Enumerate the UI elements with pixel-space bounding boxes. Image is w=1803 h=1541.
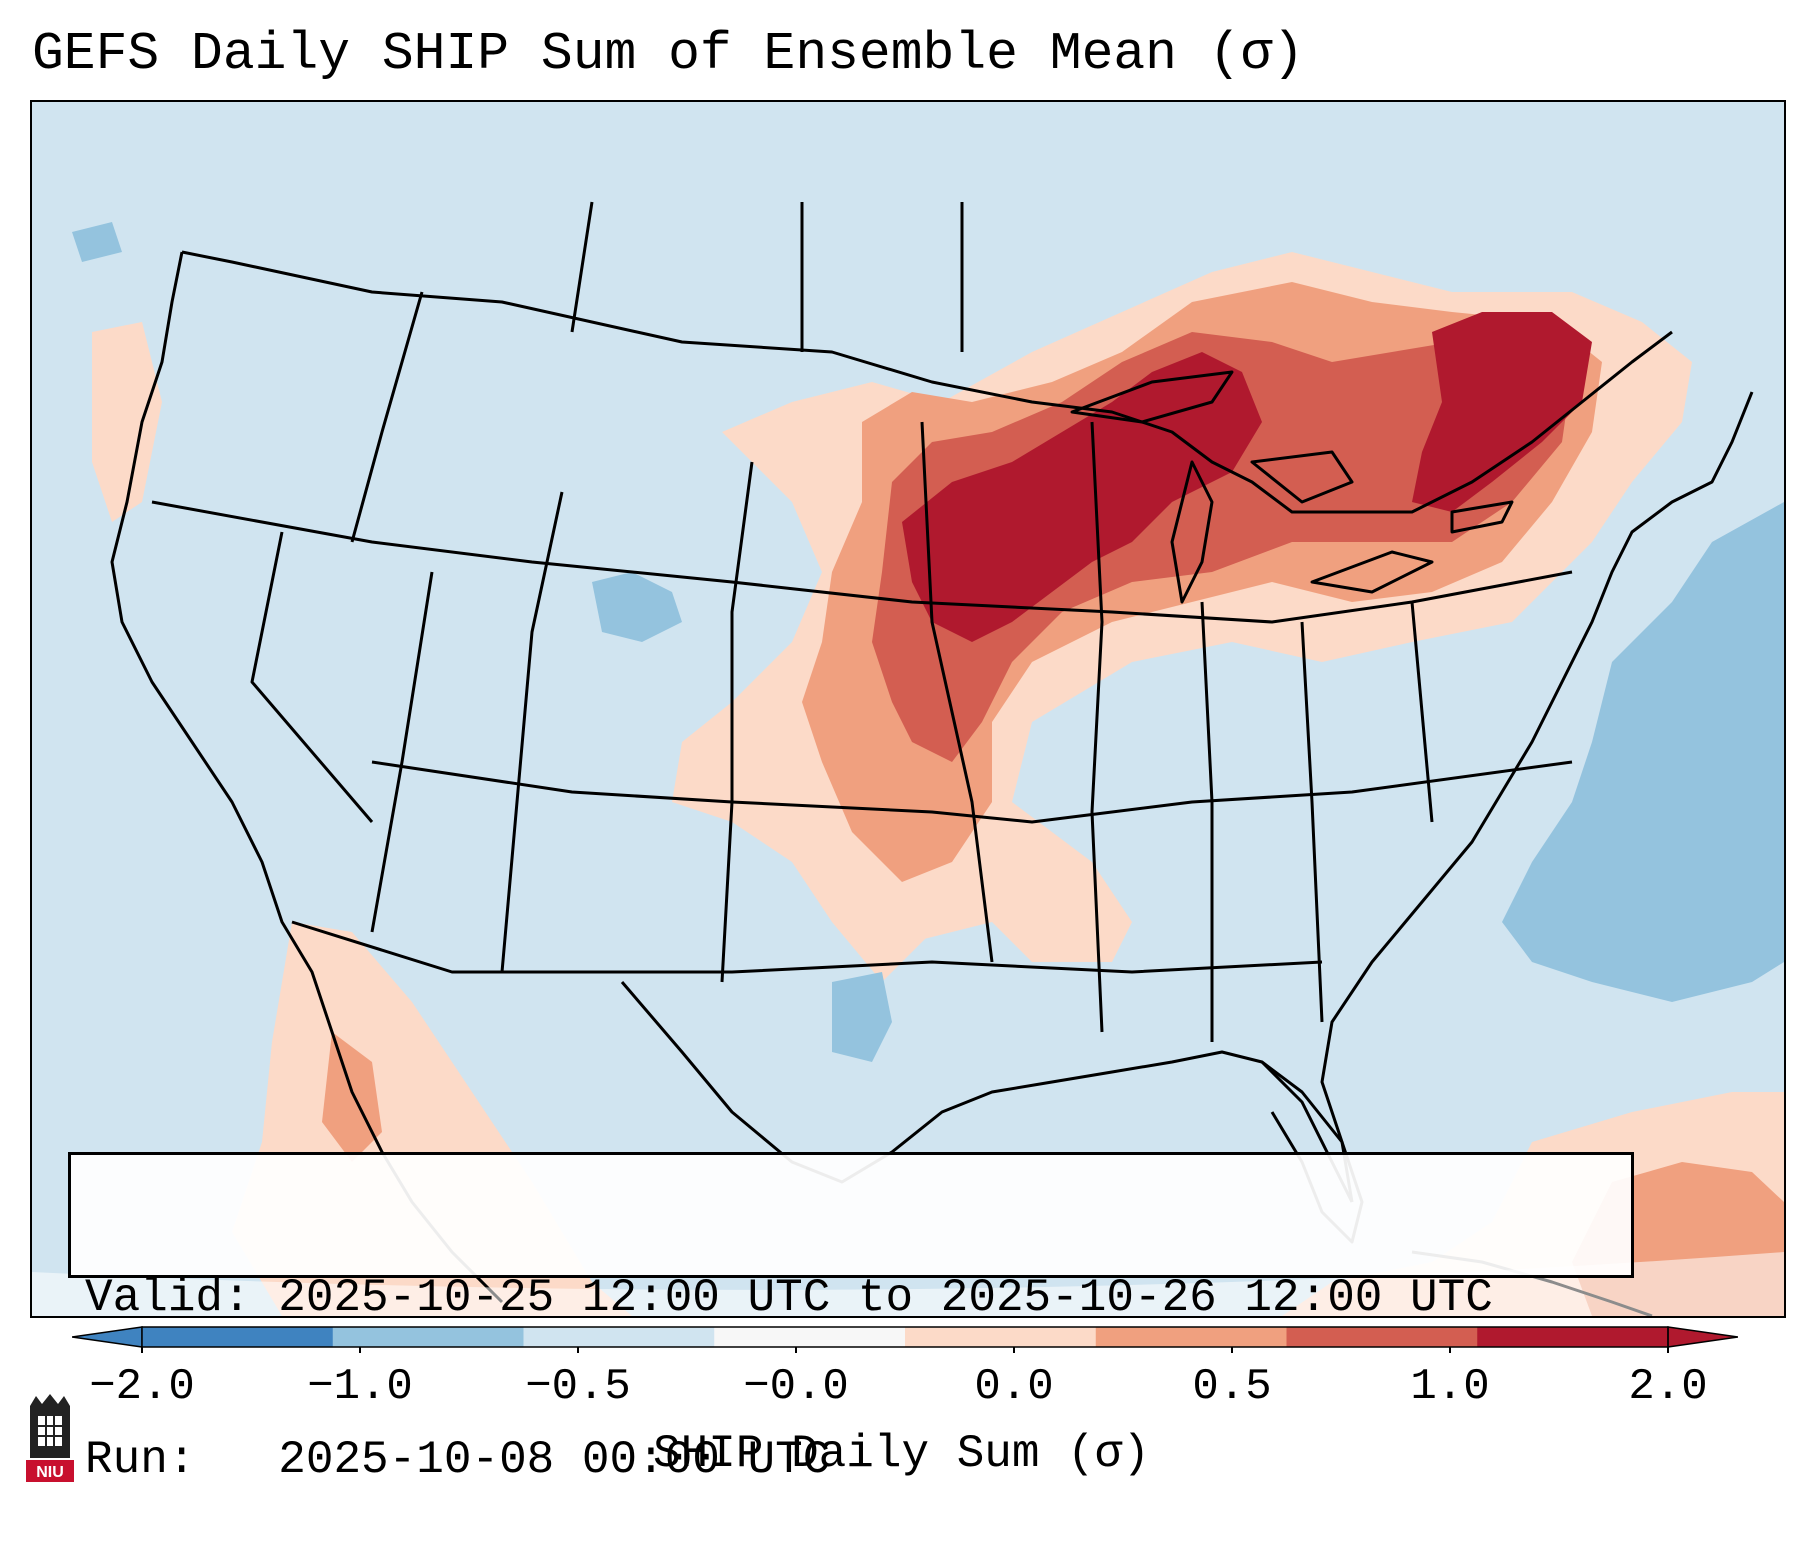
state-lines xyxy=(1410,601,1434,823)
colorbar-tick-label: −1.0 xyxy=(307,1362,413,1412)
colorbar xyxy=(72,1326,1738,1353)
colorbar-segment xyxy=(1095,1327,1287,1347)
niu-logo: NIU xyxy=(26,1394,74,1482)
state-lines xyxy=(350,291,424,543)
negative-region-texas xyxy=(832,972,892,1062)
great-lakes xyxy=(1070,370,1234,424)
extreme-positive-region-midwest xyxy=(902,352,1262,642)
state-lines xyxy=(500,491,564,973)
great-lakes xyxy=(1250,450,1354,504)
state-lines xyxy=(151,500,1573,624)
colorbar-segment xyxy=(714,1327,906,1347)
validity-info-box: Valid: 2025-10-25 12:00 UTC to 2025-10-2… xyxy=(68,1152,1634,1486)
great-lakes xyxy=(1450,500,1514,534)
projection-edge xyxy=(32,1252,1784,1316)
negative-region-pacific xyxy=(72,222,122,262)
run-time-text: Run: 2025-10-08 00:00 UTC xyxy=(85,1434,831,1486)
state-lines xyxy=(370,571,434,933)
us-canada-border xyxy=(181,250,1673,514)
map-canvas xyxy=(32,102,1784,1316)
colorbar-tick-label: −0.0 xyxy=(743,1362,849,1412)
weak-positive-region-pacific xyxy=(92,322,162,522)
colorbar-tick-label: −0.5 xyxy=(525,1362,631,1412)
colorbar-extend-high xyxy=(1667,1326,1738,1348)
valid-time-text: Valid: 2025-10-25 12:00 UTC to 2025-10-2… xyxy=(85,1272,1493,1324)
colorbar-segment xyxy=(1286,1327,1478,1347)
state-lines xyxy=(570,201,594,333)
moderate-positive-region-mexico xyxy=(322,1032,382,1162)
state-lines xyxy=(371,760,1573,824)
colorbar-segment xyxy=(1477,1327,1669,1347)
colorbar-tick-label: 0.0 xyxy=(974,1362,1054,1412)
colorbar-segment xyxy=(332,1327,524,1347)
colorbar-segment xyxy=(523,1327,715,1347)
negative-region-atlantic xyxy=(1502,502,1784,1002)
svg-text:NIU: NIU xyxy=(36,1464,64,1481)
extreme-positive-region-northeast xyxy=(1412,312,1592,512)
state-lines xyxy=(1090,421,1104,1033)
colorbar-tick-label: 1.0 xyxy=(1410,1362,1490,1412)
state-lines xyxy=(1200,601,1214,1042)
colorbar-tick-label: 2.0 xyxy=(1628,1362,1708,1412)
map-title: GEFS Daily SHIP Sum of Ensemble Mean (σ) xyxy=(32,24,1305,84)
state-lines xyxy=(920,421,994,963)
negative-region-colorado xyxy=(592,572,682,642)
state-lines xyxy=(250,531,374,823)
gulf-coastline xyxy=(620,981,1354,1203)
colorbar-segment xyxy=(142,1327,334,1347)
colorbar-extend-low xyxy=(72,1326,143,1348)
great-lakes xyxy=(1310,550,1434,594)
anomaly-map xyxy=(30,100,1786,1318)
colorbar-segment xyxy=(905,1327,1097,1347)
state-lines xyxy=(291,920,1323,974)
colorbar-label: SHIP Daily Sum (σ) xyxy=(653,1428,1150,1480)
atlantic-coastline xyxy=(1320,391,1754,1203)
great-lakes xyxy=(1170,460,1214,604)
high-positive-region xyxy=(872,332,1572,762)
colorbar-tick-label: −2.0 xyxy=(89,1362,195,1412)
colorbar-tick-label: 0.5 xyxy=(1192,1362,1272,1412)
colorbar-outline xyxy=(141,1326,1669,1348)
state-lines xyxy=(1300,621,1324,1023)
state-lines xyxy=(720,461,754,983)
